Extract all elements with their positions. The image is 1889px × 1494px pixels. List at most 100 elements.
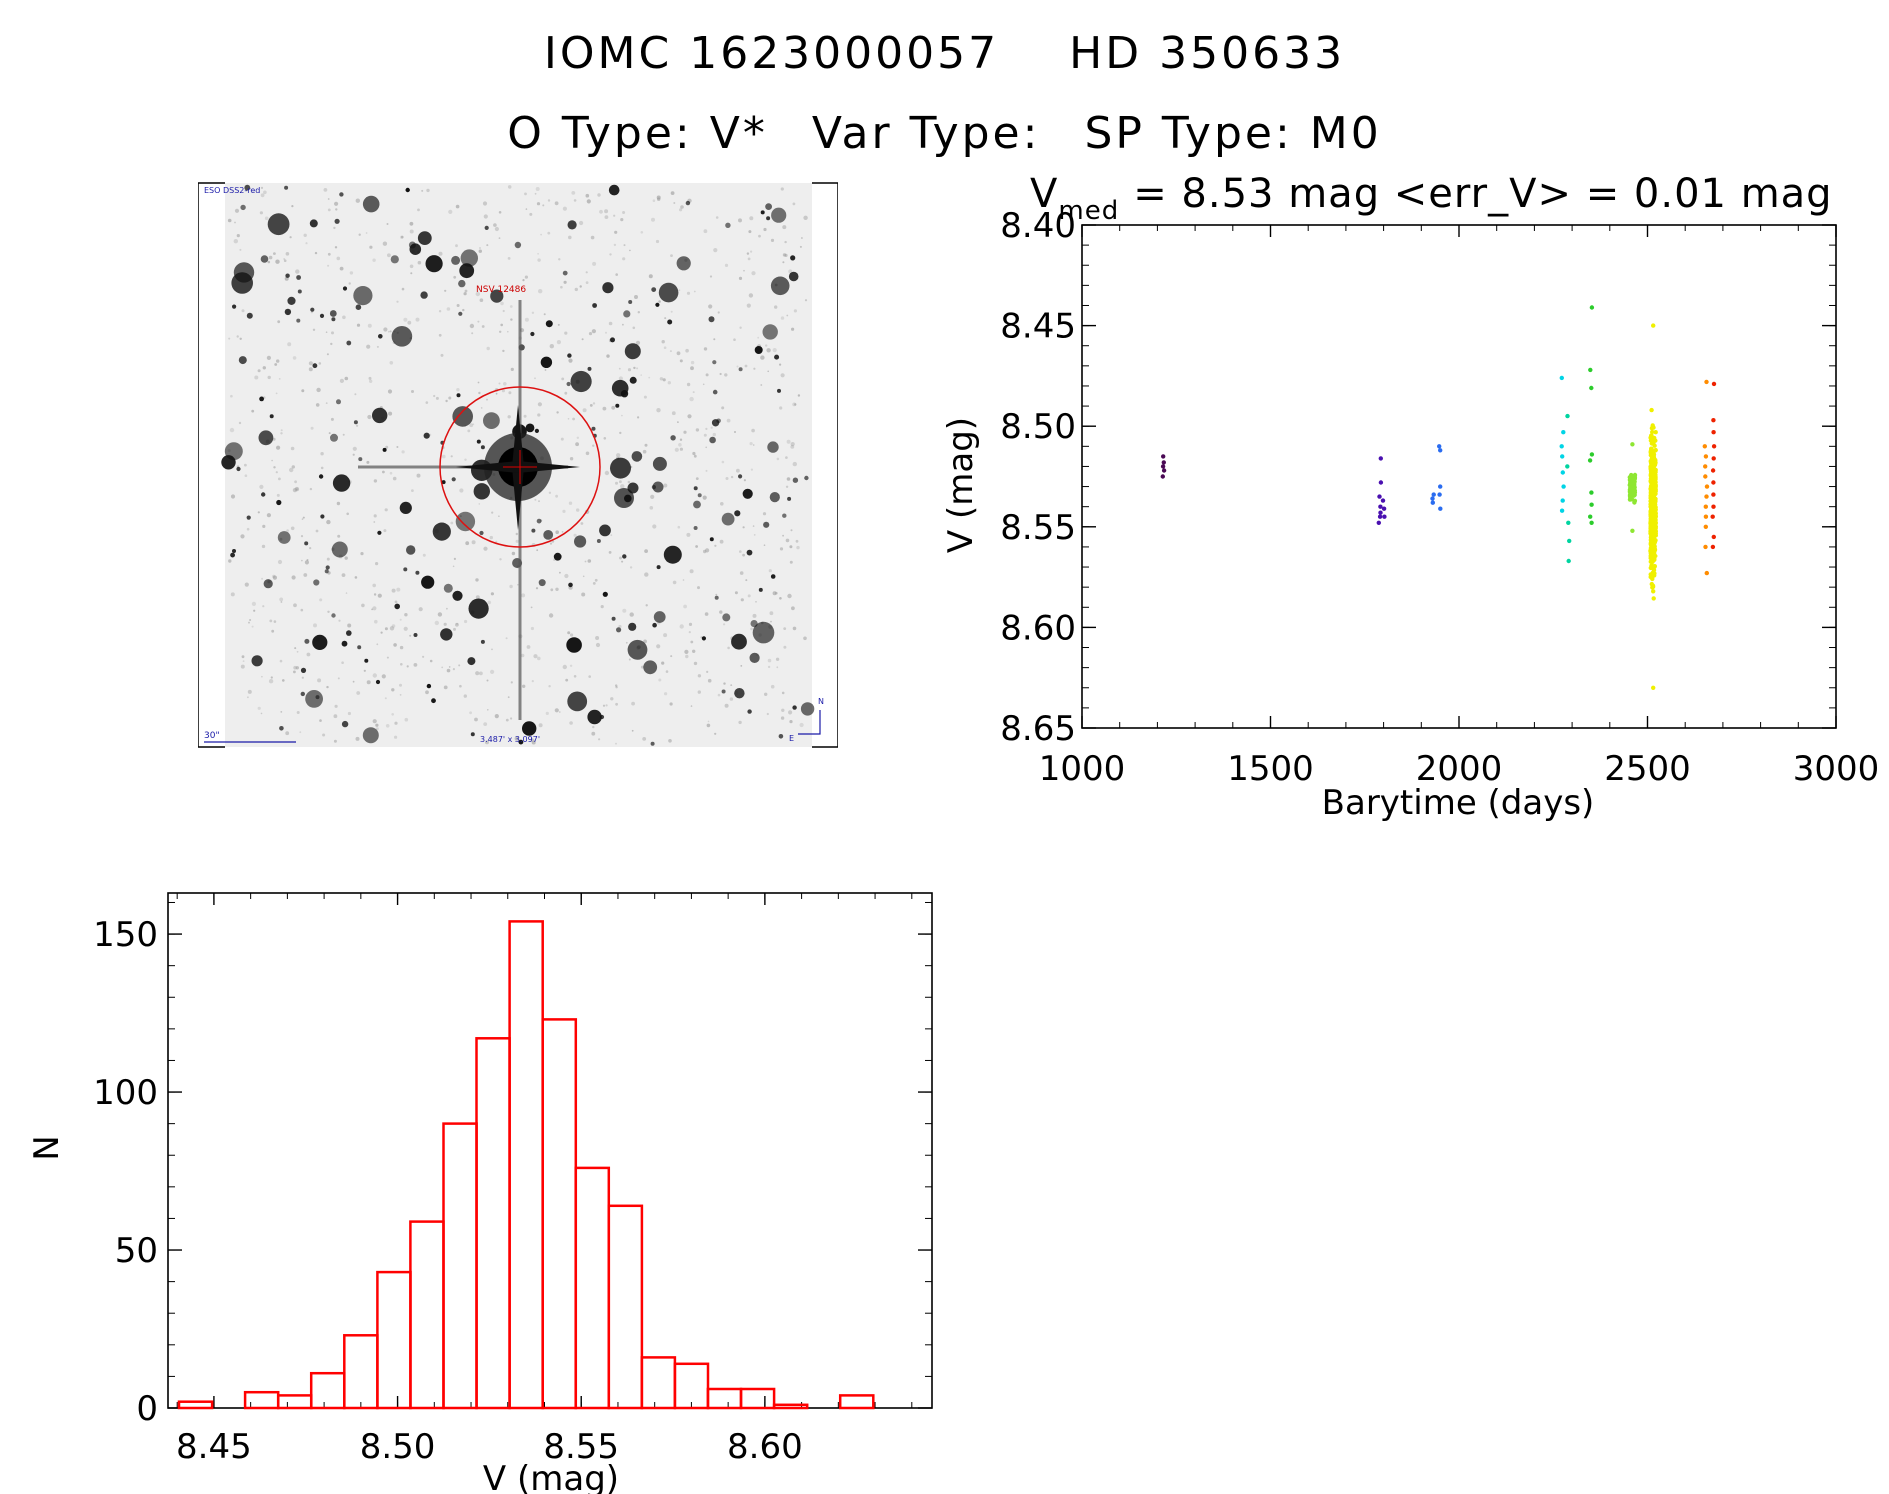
faint-star (535, 587, 539, 590)
histogram-bar (243, 1390, 280, 1410)
hist-x-tick-label: 8.45 (176, 1427, 252, 1467)
field-star (296, 318, 301, 323)
faint-star (333, 739, 337, 743)
faint-star (550, 588, 554, 592)
faint-star (438, 251, 443, 256)
faint-star (540, 233, 542, 236)
faint-star (320, 466, 324, 470)
field-star (456, 393, 461, 398)
histogram-bar (276, 1394, 313, 1410)
faint-star (469, 323, 475, 329)
data-point (1588, 367, 1593, 373)
faint-star (422, 655, 425, 658)
faint-star (292, 488, 297, 493)
faint-star (573, 675, 577, 678)
faint-star (495, 540, 498, 543)
field-star (766, 216, 771, 221)
faint-star (433, 394, 436, 398)
faint-star (766, 348, 771, 353)
faint-star (627, 368, 632, 372)
data-point (1702, 444, 1708, 449)
faint-star (648, 376, 651, 379)
faint-star (523, 414, 527, 418)
field-star (787, 496, 792, 501)
field-star (258, 430, 274, 446)
faint-star (680, 205, 684, 209)
faint-star (582, 575, 585, 578)
faint-star (567, 418, 570, 420)
faint-star (345, 592, 348, 594)
field-star (655, 302, 660, 307)
faint-star (791, 606, 795, 611)
faint-star (295, 666, 299, 670)
field-star (230, 552, 235, 558)
field-star (324, 569, 329, 574)
faint-star (475, 595, 480, 600)
faint-star (573, 533, 577, 537)
faint-star (663, 483, 668, 488)
faint-star (556, 340, 561, 345)
faint-star (782, 253, 787, 257)
faint-star (592, 261, 597, 266)
faint-star (611, 405, 616, 410)
faint-star (705, 548, 710, 553)
faint-star (572, 417, 575, 421)
data-point (1160, 474, 1166, 479)
faint-star (475, 671, 480, 676)
faint-star (490, 669, 495, 674)
faint-star (782, 261, 785, 264)
faint-star (792, 626, 797, 631)
faint-star (437, 612, 443, 617)
faint-star (434, 620, 439, 626)
faint-star (645, 604, 648, 607)
field-star (611, 379, 629, 397)
faint-star (277, 559, 283, 565)
field-star (312, 363, 318, 369)
faint-star (491, 511, 494, 514)
faint-star (262, 366, 266, 370)
faint-star (794, 403, 797, 406)
faint-star (517, 583, 519, 586)
faint-star (453, 627, 456, 631)
faint-star (538, 289, 543, 294)
faint-star (719, 372, 722, 376)
faint-star (314, 251, 318, 255)
faint-star (389, 626, 395, 631)
field-star (426, 683, 432, 689)
faint-star (622, 323, 624, 326)
faint-star (565, 678, 569, 682)
faint-star (679, 208, 683, 212)
east-label: E (789, 734, 794, 743)
faint-star (705, 373, 709, 377)
faint-star (695, 428, 700, 432)
faint-star (547, 199, 551, 202)
faint-star (538, 500, 540, 503)
data-point (1559, 508, 1565, 513)
field-star (714, 595, 719, 600)
field-star (325, 565, 330, 570)
faint-star (729, 697, 734, 701)
faint-star (544, 369, 547, 371)
faint-star (576, 436, 579, 439)
field-star (277, 531, 291, 544)
faint-star (615, 273, 618, 276)
faint-star (326, 685, 329, 689)
faint-star (522, 279, 525, 282)
faint-star (726, 418, 731, 423)
data-point (1630, 478, 1636, 483)
faint-star (713, 338, 716, 341)
faint-star (692, 391, 695, 394)
faint-star (291, 575, 296, 580)
faint-star (770, 684, 775, 689)
faint-star (703, 229, 708, 234)
faint-star (409, 264, 414, 269)
faint-star (548, 491, 552, 494)
field-star (342, 286, 348, 291)
faint-star (294, 486, 300, 492)
hist-x-tick-label: 8.60 (727, 1427, 803, 1467)
field-star (747, 709, 752, 714)
faint-star (595, 636, 600, 640)
data-point (1703, 544, 1708, 550)
field-star (339, 192, 344, 197)
faint-star (750, 250, 753, 253)
